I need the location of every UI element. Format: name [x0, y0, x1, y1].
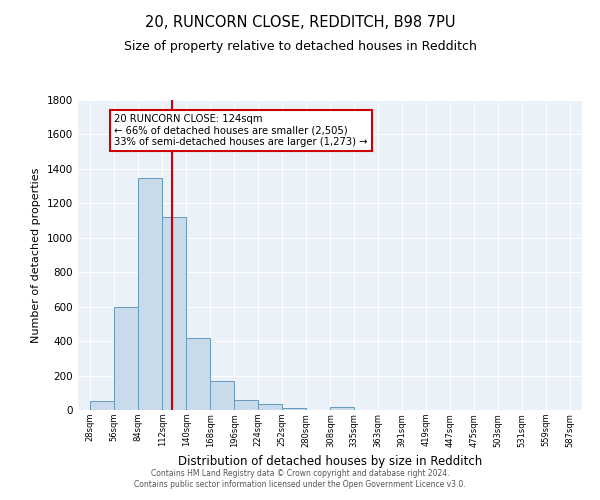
Bar	[186, 338, 210, 410]
Bar	[259, 404, 283, 410]
Text: 20, RUNCORN CLOSE, REDDITCH, B98 7PU: 20, RUNCORN CLOSE, REDDITCH, B98 7PU	[145, 15, 455, 30]
Bar	[90, 400, 114, 410]
Bar	[283, 408, 307, 410]
Y-axis label: Number of detached properties: Number of detached properties	[31, 168, 41, 342]
Text: Contains HM Land Registry data © Crown copyright and database right 2024.: Contains HM Land Registry data © Crown c…	[151, 468, 449, 477]
X-axis label: Distribution of detached houses by size in Redditch: Distribution of detached houses by size …	[178, 455, 482, 468]
Bar	[331, 406, 355, 410]
Bar	[138, 178, 162, 410]
Text: Contains public sector information licensed under the Open Government Licence v3: Contains public sector information licen…	[134, 480, 466, 489]
Bar	[210, 380, 234, 410]
Text: Size of property relative to detached houses in Redditch: Size of property relative to detached ho…	[124, 40, 476, 53]
Bar	[162, 217, 186, 410]
Text: 20 RUNCORN CLOSE: 124sqm
← 66% of detached houses are smaller (2,505)
33% of sem: 20 RUNCORN CLOSE: 124sqm ← 66% of detach…	[114, 114, 368, 147]
Bar	[114, 306, 138, 410]
Bar	[234, 400, 259, 410]
